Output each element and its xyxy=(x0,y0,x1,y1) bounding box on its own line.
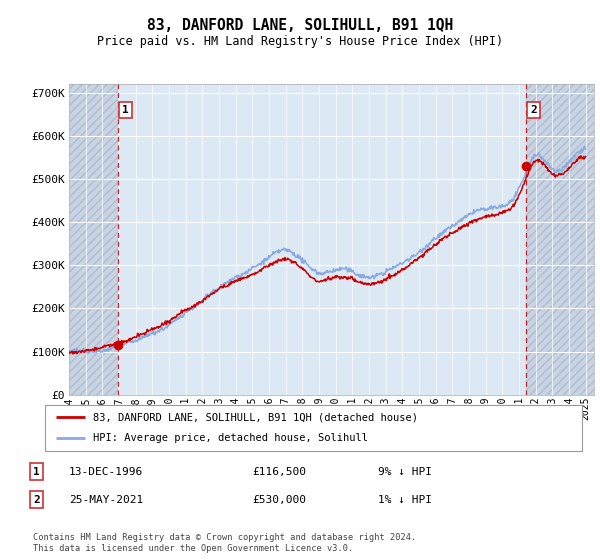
Text: HPI: Average price, detached house, Solihull: HPI: Average price, detached house, Soli… xyxy=(94,433,368,444)
Text: 1% ↓ HPI: 1% ↓ HPI xyxy=(378,494,432,505)
Text: 2: 2 xyxy=(530,105,537,115)
Text: 2: 2 xyxy=(33,494,40,505)
Text: 9% ↓ HPI: 9% ↓ HPI xyxy=(378,466,432,477)
FancyBboxPatch shape xyxy=(45,405,582,451)
Text: £116,500: £116,500 xyxy=(252,466,306,477)
Text: 83, DANFORD LANE, SOLIHULL, B91 1QH: 83, DANFORD LANE, SOLIHULL, B91 1QH xyxy=(147,18,453,33)
Text: Contains HM Land Registry data © Crown copyright and database right 2024.
This d: Contains HM Land Registry data © Crown c… xyxy=(33,533,416,553)
Text: 83, DANFORD LANE, SOLIHULL, B91 1QH (detached house): 83, DANFORD LANE, SOLIHULL, B91 1QH (det… xyxy=(94,412,418,422)
Text: Price paid vs. HM Land Registry's House Price Index (HPI): Price paid vs. HM Land Registry's House … xyxy=(97,35,503,48)
Text: £530,000: £530,000 xyxy=(252,494,306,505)
Bar xyxy=(69,84,118,395)
Text: 25-MAY-2021: 25-MAY-2021 xyxy=(69,494,143,505)
Bar xyxy=(526,84,594,395)
Text: 1: 1 xyxy=(122,105,129,115)
Text: 13-DEC-1996: 13-DEC-1996 xyxy=(69,466,143,477)
Text: 1: 1 xyxy=(33,466,40,477)
